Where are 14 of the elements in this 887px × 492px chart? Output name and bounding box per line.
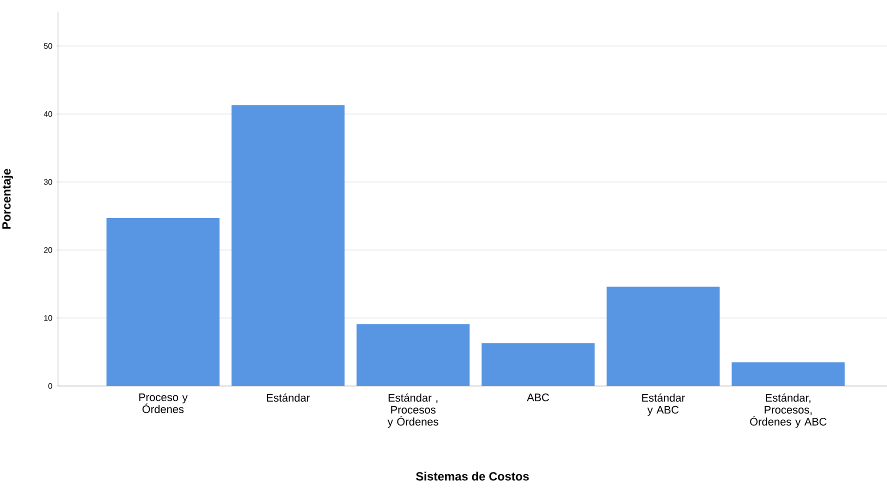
x-tick-label: Estándar , Procesos y Órdenes — [388, 394, 438, 428]
bar — [356, 324, 470, 386]
x-tick-label: ABC — [526, 394, 550, 402]
x-tick-label: Estándar y ABC — [642, 394, 685, 416]
bar — [606, 286, 720, 386]
bar — [106, 218, 220, 386]
x-axis-title: Sistemas de Costos — [416, 472, 529, 481]
y-axis-title: Porcentaje — [2, 168, 14, 229]
x-tick-label: Estándar — [267, 394, 310, 402]
bar — [732, 362, 845, 386]
bar — [482, 343, 595, 386]
x-tick-label: Proceso y Órdenes — [139, 394, 188, 414]
bar — [232, 105, 345, 386]
x-tick-label: Estándar, Procesos, Órdenes y ABC — [750, 394, 826, 428]
